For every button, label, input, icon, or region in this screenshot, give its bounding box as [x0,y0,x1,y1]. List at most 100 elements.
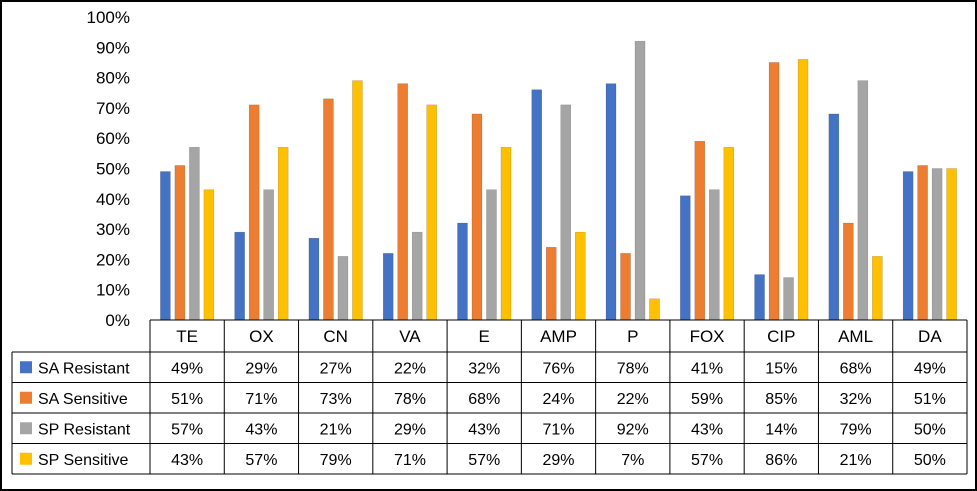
table-cell-value: 79% [320,452,352,469]
y-tick-label: 70% [96,99,130,118]
category-label: TE [176,327,198,346]
category-label: E [479,327,490,346]
bar [605,83,617,321]
bar [277,147,289,321]
bar [680,195,691,321]
y-tick-label: 40% [96,190,130,209]
bar [902,171,914,321]
table-cell-value: 68% [840,360,872,377]
table-cell-value: 29% [394,421,426,438]
category-label: VA [399,327,421,346]
table-cell-value: 79% [840,421,872,438]
bar [500,147,512,321]
table-cell-value: 68% [468,391,500,408]
bar [917,165,928,321]
category-label: CN [323,327,348,346]
table-cell-value: 27% [320,360,352,377]
table-cell-value: 43% [171,452,203,469]
y-tick-label: 10% [96,281,130,300]
legend-key [20,391,32,404]
category-label: OX [249,327,274,346]
bar [382,253,394,321]
bar [754,274,765,321]
table-cell-value: 57% [468,452,500,469]
bar [203,189,215,321]
bar [411,231,423,321]
legend-label: SA Resistant [38,360,130,377]
bar [531,89,542,321]
table-cell-value: 24% [542,391,574,408]
bar [634,40,646,321]
table-cell-value: 51% [914,391,946,408]
bar [248,104,260,321]
table-cell-value: 14% [765,421,797,438]
table-cell-value: 76% [542,360,574,377]
bar [263,189,274,321]
bar [546,247,557,321]
table-cell-value: 71% [245,391,277,408]
bar [426,104,437,321]
bar [560,104,571,321]
legend-label: SP Resistant [38,421,131,438]
bar [694,140,706,321]
bar [174,165,186,321]
table-cell-value: 29% [245,360,277,377]
table-cell-value: 50% [914,452,946,469]
table-cell-value: 22% [394,360,426,377]
table-cell-value: 29% [542,452,574,469]
bar [783,277,794,321]
bar [768,62,780,321]
table-cell-value: 22% [617,391,649,408]
table-cell-value: 7% [621,452,644,469]
legend-key [20,422,32,435]
y-tick-label: 60% [96,129,130,148]
table-cell-value: 43% [245,421,277,438]
y-tick-label: 0% [105,311,130,330]
category-label: P [627,327,638,346]
y-tick-label: 100% [87,8,130,27]
bar [323,98,334,321]
table-cell-value: 49% [914,360,946,377]
table-cell-value: 21% [840,452,872,469]
table-cell-value: 78% [617,360,649,377]
bar [308,237,320,321]
bar [471,113,483,321]
category-label: AML [838,327,873,346]
table-cell-value: 15% [765,360,797,377]
table-cell-value: 41% [691,360,723,377]
table-cell-value: 86% [765,452,797,469]
category-label: FOX [690,327,725,346]
bar [797,59,809,321]
bar [189,147,200,321]
table-cell-value: 50% [914,421,946,438]
legend-label: SP Sensitive [38,452,129,469]
table-cell-value: 57% [245,452,277,469]
category-label: AMP [540,327,577,346]
bar [828,113,840,321]
legend-label: SA Sensitive [38,391,128,408]
table-cell-value: 71% [394,452,426,469]
bar [397,83,408,321]
bar [931,168,943,321]
y-tick-label: 90% [96,38,130,57]
table-cell-value: 43% [691,421,723,438]
bar [723,147,735,321]
table-cell-value: 59% [691,391,723,408]
table-cell-value: 49% [171,360,203,377]
data-table: TE OX CN VA E AMP P FOX CIP AML DA SA Resistant 49% 2… [11,319,968,475]
bar [843,222,854,321]
table-cell-value: 51% [171,391,203,408]
table-cell-value: 32% [840,391,872,408]
bar [160,171,171,321]
y-tick-label: 80% [96,69,130,88]
bar [575,231,586,321]
table-cell-value: 57% [691,452,723,469]
bar [872,256,883,321]
bar [486,189,497,321]
table-cell-value: 57% [171,421,203,438]
table-cell-value: 85% [765,391,797,408]
table-cell-value: 92% [617,421,649,438]
bar [352,80,363,321]
category-label: DA [918,327,942,346]
